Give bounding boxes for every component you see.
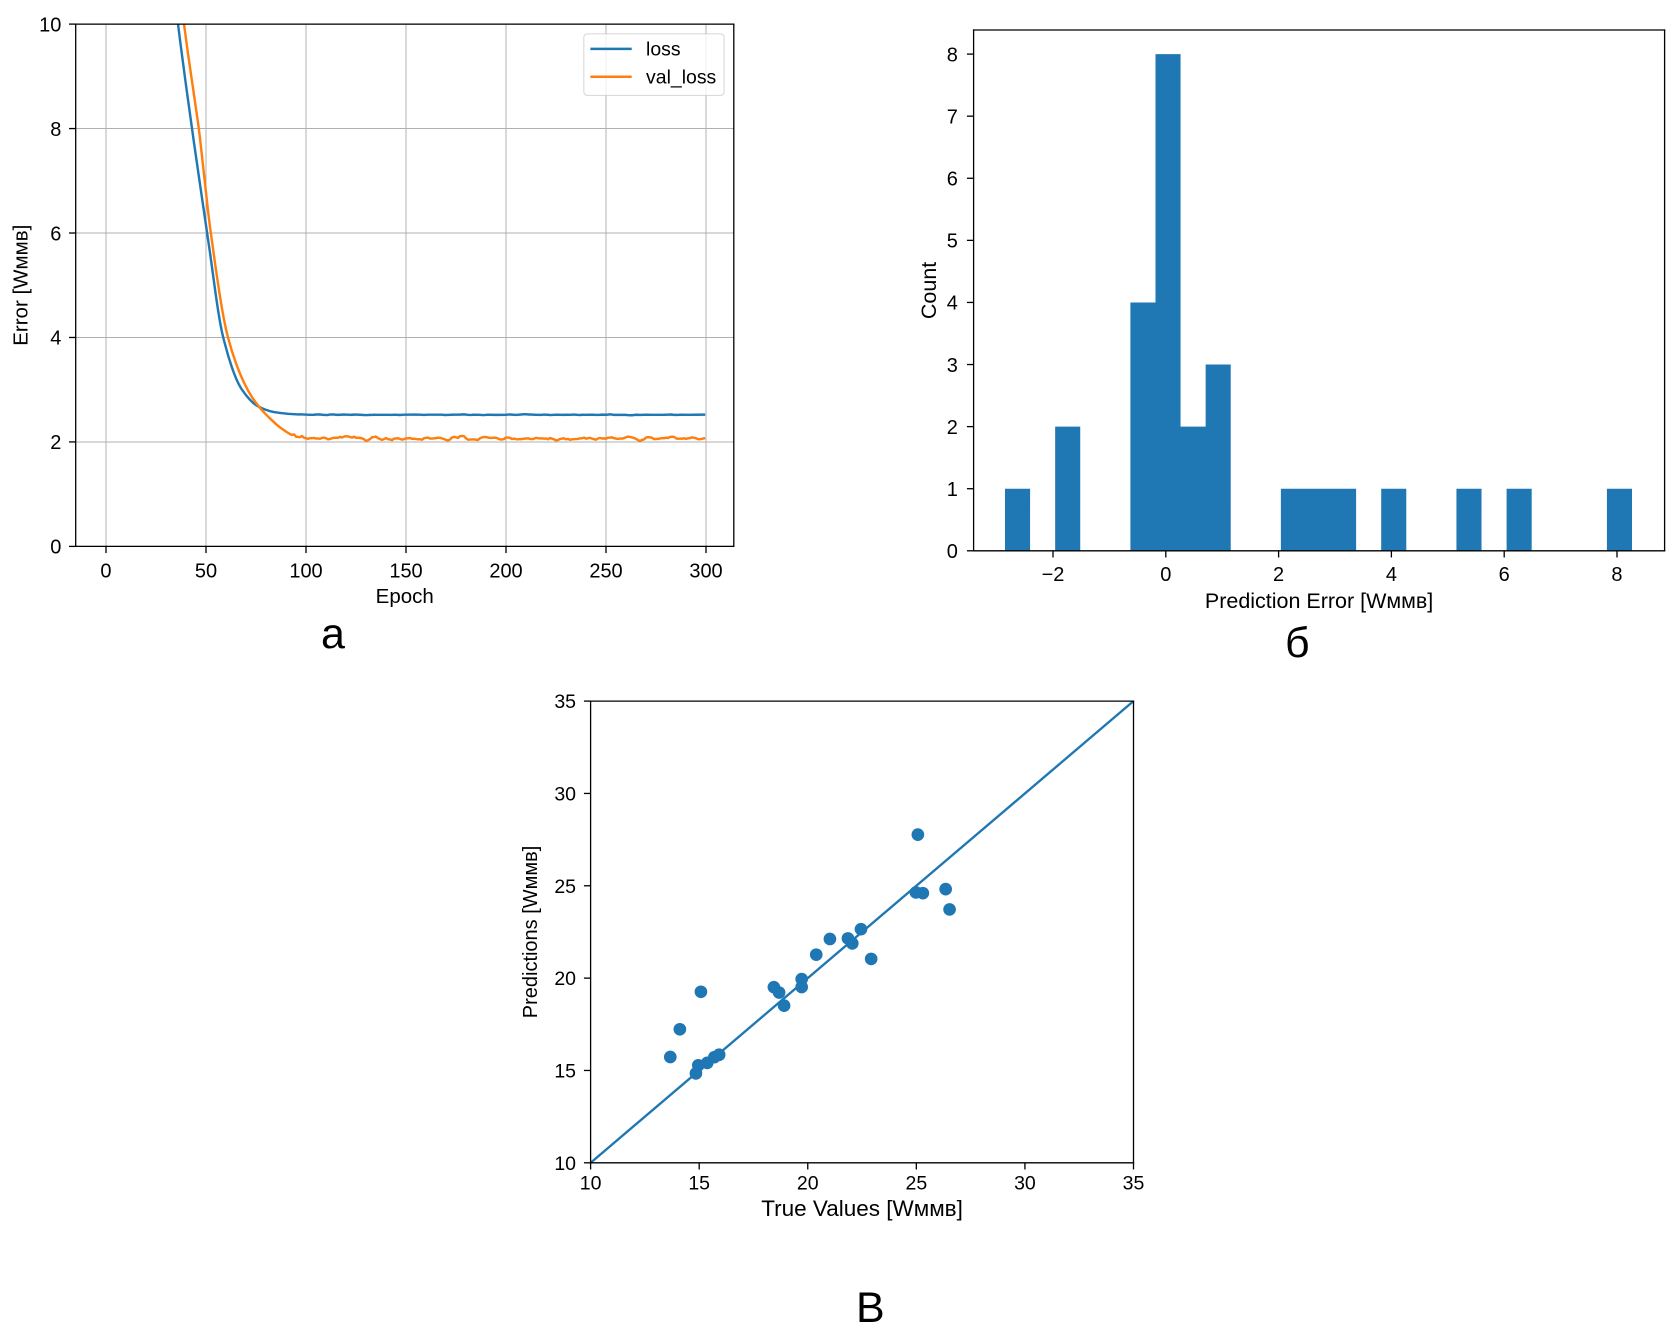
svg-text:250: 250 — [589, 560, 622, 582]
svg-text:val_loss: val_loss — [646, 67, 717, 89]
svg-text:15: 15 — [688, 1173, 710, 1195]
svg-text:Prediction Error [Wммв]: Prediction Error [Wммв] — [1205, 589, 1433, 613]
svg-text:Epoch: Epoch — [376, 585, 434, 608]
svg-text:10: 10 — [580, 1173, 602, 1195]
svg-text:10: 10 — [39, 14, 61, 36]
svg-text:2: 2 — [1273, 564, 1284, 586]
svg-text:25: 25 — [905, 1173, 927, 1195]
svg-text:6: 6 — [1499, 564, 1510, 586]
svg-text:loss: loss — [646, 39, 681, 61]
svg-text:4: 4 — [1386, 564, 1397, 586]
svg-text:30: 30 — [1014, 1173, 1036, 1195]
svg-text:0: 0 — [947, 541, 958, 563]
svg-text:3: 3 — [947, 355, 958, 377]
svg-text:Error [Wммв]: Error [Wммв] — [10, 225, 33, 346]
svg-text:4: 4 — [50, 328, 61, 350]
svg-text:True Values [Wммв]: True Values [Wммв] — [761, 1196, 963, 1221]
svg-text:0: 0 — [100, 560, 111, 582]
svg-text:10: 10 — [554, 1153, 576, 1175]
svg-text:100: 100 — [289, 560, 322, 582]
svg-text:6: 6 — [947, 169, 958, 191]
svg-text:−2: −2 — [1042, 564, 1065, 586]
svg-text:200: 200 — [489, 560, 522, 582]
svg-text:7: 7 — [947, 106, 958, 128]
svg-text:2: 2 — [50, 432, 61, 454]
svg-text:4: 4 — [947, 293, 958, 315]
svg-text:Predictions [Wммв]: Predictions [Wммв] — [520, 846, 542, 1018]
svg-text:35: 35 — [554, 691, 576, 713]
svg-text:Count: Count — [917, 262, 941, 319]
svg-text:1: 1 — [947, 479, 958, 501]
svg-text:300: 300 — [689, 560, 722, 582]
svg-text:30: 30 — [554, 784, 576, 806]
svg-text:8: 8 — [947, 44, 958, 66]
svg-text:150: 150 — [389, 560, 422, 582]
svg-text:8: 8 — [1611, 564, 1622, 586]
svg-text:0: 0 — [50, 537, 61, 559]
svg-text:2: 2 — [947, 417, 958, 439]
svg-text:5: 5 — [947, 231, 958, 253]
svg-text:25: 25 — [554, 876, 576, 898]
svg-text:50: 50 — [195, 560, 217, 582]
svg-text:20: 20 — [797, 1173, 819, 1195]
svg-text:0: 0 — [1160, 564, 1171, 586]
svg-text:8: 8 — [50, 119, 61, 141]
svg-text:15: 15 — [554, 1061, 576, 1083]
svg-text:6: 6 — [50, 223, 61, 245]
svg-text:35: 35 — [1123, 1173, 1145, 1195]
svg-text:20: 20 — [554, 968, 576, 990]
